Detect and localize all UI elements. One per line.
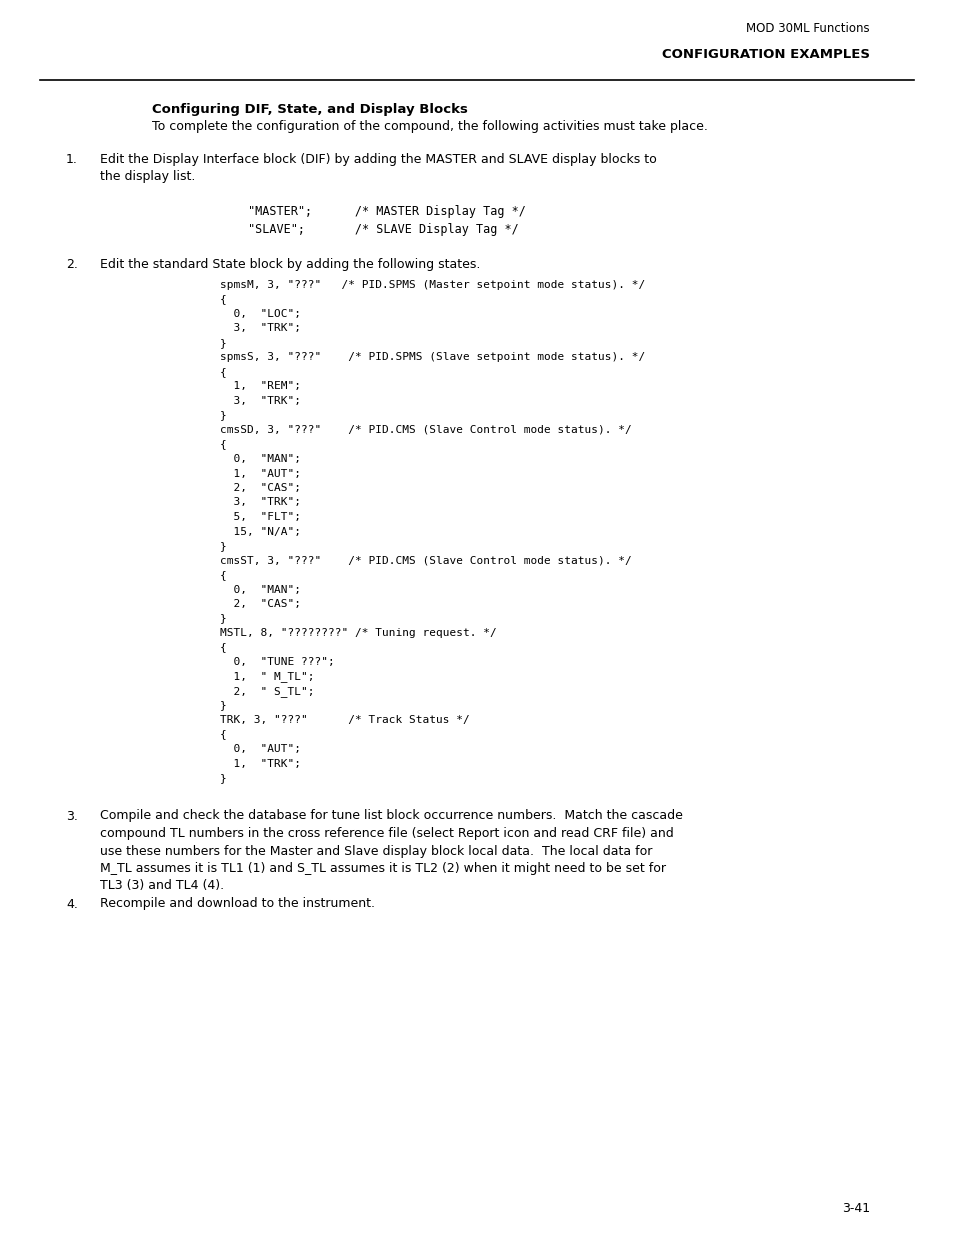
Text: MOD 30ML Functions: MOD 30ML Functions [745, 22, 869, 35]
Text: 2,  "CAS";: 2, "CAS"; [220, 483, 301, 493]
Text: 4.: 4. [66, 898, 78, 910]
Text: 1.: 1. [66, 153, 78, 165]
Text: }: } [220, 614, 227, 624]
Text: {: { [220, 440, 227, 450]
Text: 0,  "TUNE ???";: 0, "TUNE ???"; [220, 657, 335, 667]
Text: 1,  "REM";: 1, "REM"; [220, 382, 301, 391]
Text: }: } [220, 541, 227, 551]
Text: Edit the standard State block by adding the following states.: Edit the standard State block by adding … [100, 258, 480, 270]
Text: MSTL, 8, "????????" /* Tuning request. */: MSTL, 8, "????????" /* Tuning request. *… [220, 629, 497, 638]
Text: Configuring DIF, State, and Display Blocks: Configuring DIF, State, and Display Bloc… [152, 103, 467, 116]
Text: TRK, 3, "???"      /* Track Status */: TRK, 3, "???" /* Track Status */ [220, 715, 469, 725]
Text: 0,  "LOC";: 0, "LOC"; [220, 309, 301, 319]
Text: 5,  "FLT";: 5, "FLT"; [220, 513, 301, 522]
Text: 1,  "AUT";: 1, "AUT"; [220, 468, 301, 478]
Text: 0,  "MAN";: 0, "MAN"; [220, 584, 301, 594]
Text: 15, "N/A";: 15, "N/A"; [220, 526, 301, 536]
Text: 3,  "TRK";: 3, "TRK"; [220, 498, 301, 508]
Text: }: } [220, 773, 227, 783]
Text: 0,  "AUT";: 0, "AUT"; [220, 743, 301, 755]
Text: 2.: 2. [66, 258, 78, 270]
Text: Compile and check the database for tune list block occurrence numbers.  Match th: Compile and check the database for tune … [100, 809, 682, 893]
Text: CONFIGURATION EXAMPLES: CONFIGURATION EXAMPLES [661, 48, 869, 61]
Text: 3,  "TRK";: 3, "TRK"; [220, 324, 301, 333]
Text: 1,  " M_TL";: 1, " M_TL"; [220, 672, 314, 683]
Text: 1,  "TRK";: 1, "TRK"; [220, 758, 301, 768]
Text: {: { [220, 730, 227, 740]
Text: }: } [220, 410, 227, 420]
Text: spmsS, 3, "???"    /* PID.SPMS (Slave setpoint mode status). */: spmsS, 3, "???" /* PID.SPMS (Slave setpo… [220, 352, 644, 363]
Text: 0,  "MAN";: 0, "MAN"; [220, 454, 301, 464]
Text: To complete the configuration of the compound, the following activities must tak: To complete the configuration of the com… [152, 120, 707, 133]
Text: Recompile and download to the instrument.: Recompile and download to the instrument… [100, 898, 375, 910]
Text: 2,  "CAS";: 2, "CAS"; [220, 599, 301, 609]
Text: {: { [220, 642, 227, 652]
Text: 3,  "TRK";: 3, "TRK"; [220, 396, 301, 406]
Text: }: } [220, 338, 227, 348]
Text: spmsM, 3, "???"   /* PID.SPMS (Master setpoint mode status). */: spmsM, 3, "???" /* PID.SPMS (Master setp… [220, 280, 644, 290]
Text: cmsSD, 3, "???"    /* PID.CMS (Slave Control mode status). */: cmsSD, 3, "???" /* PID.CMS (Slave Contro… [220, 425, 631, 435]
Text: {: { [220, 294, 227, 305]
Text: "MASTER";      /* MASTER Display Tag */
"SLAVE";       /* SLAVE Display Tag */: "MASTER"; /* MASTER Display Tag */ "SLAV… [248, 205, 525, 236]
Text: }: } [220, 700, 227, 710]
Text: Edit the Display Interface block (DIF) by adding the MASTER and SLAVE display bl: Edit the Display Interface block (DIF) b… [100, 153, 656, 183]
Text: 3.: 3. [66, 809, 78, 823]
Text: {: { [220, 571, 227, 580]
Text: 3-41: 3-41 [841, 1202, 869, 1215]
Text: {: { [220, 367, 227, 377]
Text: cmsST, 3, "???"    /* PID.CMS (Slave Control mode status). */: cmsST, 3, "???" /* PID.CMS (Slave Contro… [220, 556, 631, 566]
Text: 2,  " S_TL";: 2, " S_TL"; [220, 685, 314, 697]
